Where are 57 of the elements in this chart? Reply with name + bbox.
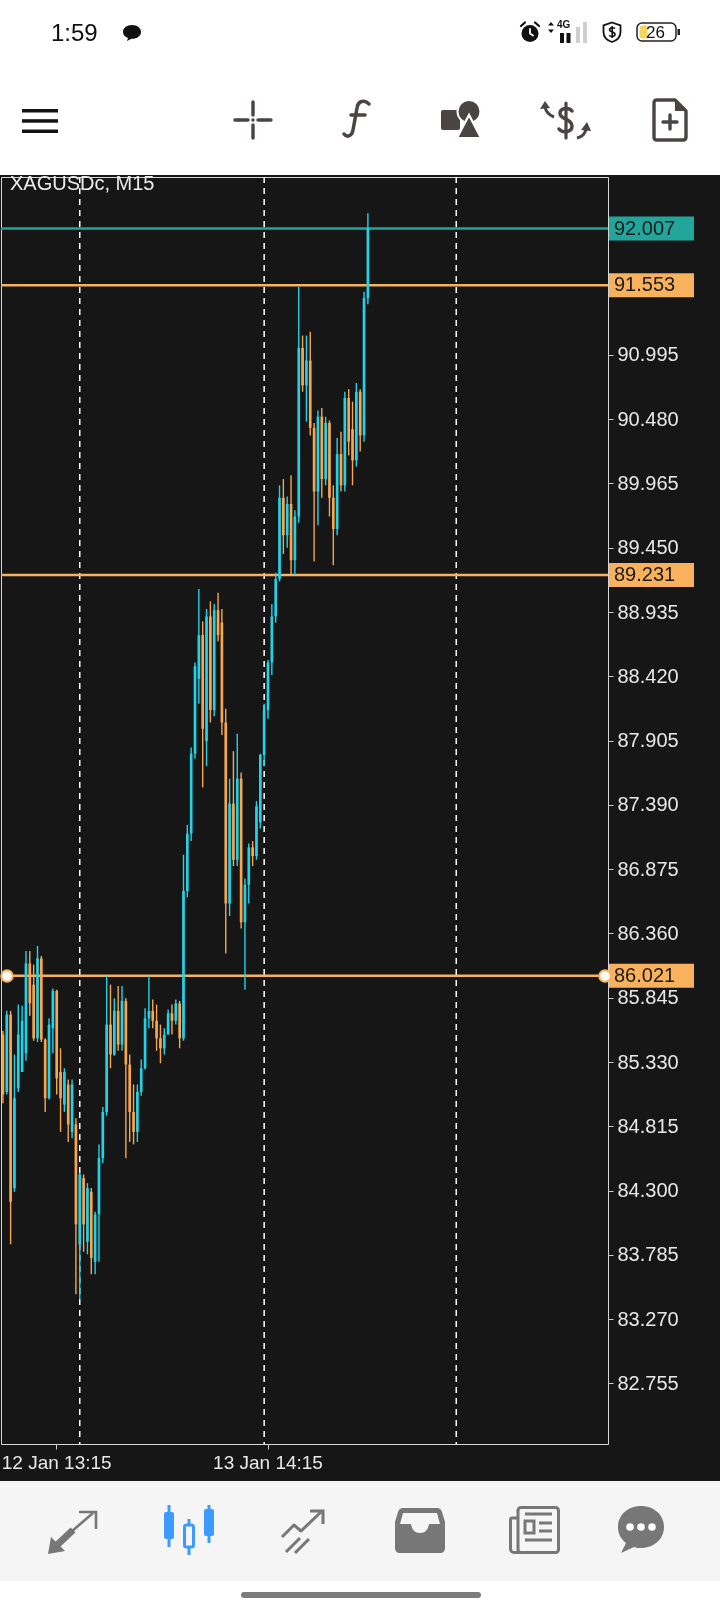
y-tick-label: 89.450 (617, 536, 679, 559)
x-tick-label: 12 Jan 13:15 (1, 1451, 112, 1473)
candlestick (301, 334, 304, 393)
ref-line-label: 91.553 (614, 273, 676, 296)
candlestick (351, 400, 354, 487)
candlestick (112, 997, 116, 1057)
candlestick (63, 1067, 66, 1113)
y-tick-label: 87.390 (617, 793, 679, 816)
text: 4G (557, 19, 571, 30)
candlestick (109, 983, 112, 1069)
x-tick-label: 13 Jan 14:15 (213, 1451, 323, 1473)
y-tick-label: 84.300 (617, 1179, 679, 1202)
candlestick (136, 1083, 139, 1143)
candlestick (151, 998, 155, 1030)
ref-line-label: 86.021 (614, 963, 676, 986)
y-tick-label: 89.965 (617, 471, 679, 494)
candlestick (82, 1173, 85, 1253)
candlestick (328, 419, 331, 518)
candlestick (355, 382, 358, 468)
y-tick-label: 88.935 (617, 600, 679, 623)
candlestick (228, 777, 231, 917)
candlestick (86, 1182, 89, 1255)
candlestick (178, 1000, 181, 1049)
y-tick-label: 88.420 (617, 664, 679, 687)
y-tick-label: 90.480 (617, 407, 679, 430)
candlestick (13, 1053, 16, 1193)
candlestick (174, 998, 178, 1026)
text: 26 (646, 23, 665, 42)
y-tick-label: 84.815 (617, 1114, 679, 1137)
ref-line-label: 92.007 (614, 216, 676, 239)
candlestick (36, 945, 39, 1043)
candlestick (305, 334, 308, 423)
y-tick-label: 86.875 (617, 857, 679, 880)
candlestick (182, 854, 185, 1042)
y-tick-label: 85.330 (617, 1050, 679, 1073)
y-tick-label: 86.360 (617, 921, 679, 944)
candlestick (251, 840, 254, 867)
candlestick (162, 1027, 166, 1056)
candlestick (205, 608, 208, 767)
y-tick-label: 87.905 (617, 729, 679, 752)
chart-title: XAGUSDc, M15 (10, 172, 155, 195)
candlestick (324, 415, 327, 487)
candlestick (132, 1083, 135, 1146)
y-tick-label: 85.845 (617, 986, 679, 1009)
candlestick (209, 600, 212, 724)
y-tick-label: 83.270 (617, 1307, 679, 1330)
candlestick (155, 1003, 158, 1052)
candlestick (282, 478, 285, 555)
candlestick (278, 484, 281, 583)
candlestick (159, 1023, 162, 1064)
y-tick-label: 90.995 (617, 343, 679, 366)
text: 1:59 (51, 19, 98, 46)
candlestick (9, 1010, 12, 1245)
y-tick-label: 82.755 (617, 1371, 679, 1394)
candlestick (232, 750, 235, 867)
y-tick-label: 83.785 (617, 1243, 679, 1266)
ref-line-label: 89.231 (614, 563, 676, 586)
